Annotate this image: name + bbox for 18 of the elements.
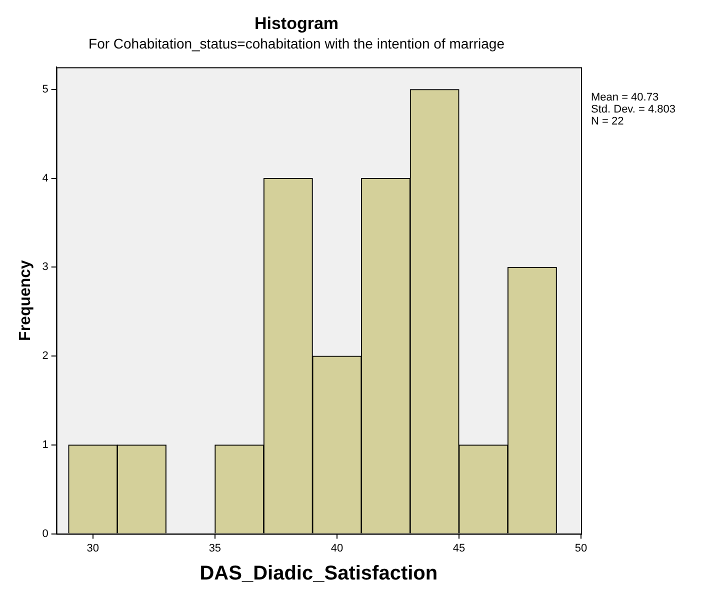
text: N = 22 [591,116,624,128]
chart-title: Histogram [254,14,339,33]
x-tick-label: 30 [86,542,100,554]
text: Mean = 40.73 [591,92,659,104]
y-tick-label: 2 [42,350,48,362]
x-tick-label: 40 [330,542,344,554]
y-tick-label: 3 [42,261,48,274]
x-tick-label: 50 [574,542,588,554]
y-tick-label: 1 [42,438,48,451]
y-axis-title: Frequency [17,260,34,341]
chart-subtitle: For Cohabitation_status=cohabitation with the intention of marriage [88,36,505,52]
y-tick-label: 0 [42,528,48,540]
y-tick-label: 4 [42,172,48,184]
x-axis-title: DAS_Diadic_Satisfaction [200,562,438,585]
x-tick-label: 45 [452,542,466,554]
x-tick-label: 35 [208,542,222,554]
y-tick-label: 5 [42,83,48,96]
text: Std. Dev. = 4.803 [591,104,676,116]
